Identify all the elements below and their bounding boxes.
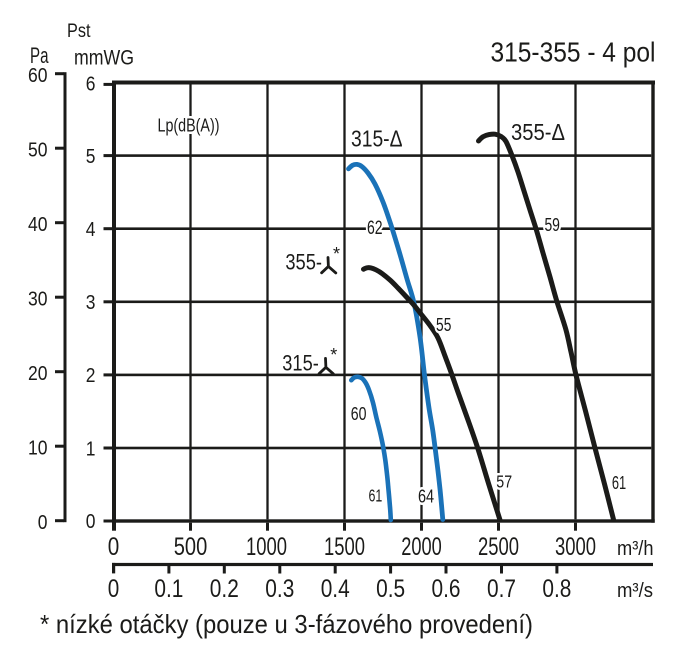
svg-text:30: 30 (28, 289, 48, 311)
svg-text:0.2: 0.2 (210, 575, 239, 603)
svg-text:0.1: 0.1 (154, 575, 183, 603)
svg-text:2000: 2000 (401, 533, 442, 561)
svg-text:Pa: Pa (30, 43, 49, 68)
svg-text:* nízké otáčky (pouze u 3-fázo: * nízké otáčky (pouze u 3-fázového prove… (40, 609, 533, 639)
svg-text:50: 50 (28, 140, 48, 162)
svg-text:2500: 2500 (478, 533, 519, 561)
svg-text:64: 64 (418, 486, 434, 507)
svg-text:60: 60 (351, 404, 367, 424)
svg-text:0: 0 (86, 511, 96, 533)
svg-text:315-Δ: 315-Δ (351, 126, 403, 152)
svg-text:*: * (333, 244, 340, 264)
svg-text:0: 0 (108, 533, 120, 561)
svg-text:Pst: Pst (67, 21, 91, 42)
svg-text:0.5: 0.5 (376, 575, 405, 603)
svg-text:59: 59 (544, 215, 560, 235)
svg-text:3000: 3000 (555, 533, 596, 561)
svg-text:*: * (330, 345, 337, 365)
svg-text:0: 0 (108, 575, 120, 603)
svg-text:m³/h: m³/h (617, 538, 654, 560)
svg-text:3: 3 (86, 292, 96, 314)
svg-text:m³/s: m³/s (617, 580, 653, 602)
svg-text:60: 60 (28, 65, 48, 87)
svg-text:315-355 - 4 pol: 315-355 - 4 pol (491, 37, 656, 68)
svg-text:0: 0 (38, 512, 48, 534)
svg-text:1: 1 (86, 438, 96, 460)
svg-text:0.3: 0.3 (265, 575, 294, 603)
svg-text:55: 55 (436, 315, 451, 335)
svg-text:57: 57 (496, 472, 512, 492)
svg-text:5: 5 (86, 146, 96, 168)
svg-text:0.8: 0.8 (542, 575, 571, 603)
svg-text:355-: 355- (285, 250, 322, 275)
svg-text:1500: 1500 (324, 533, 365, 561)
svg-text:20: 20 (28, 363, 48, 385)
svg-text:0.4: 0.4 (321, 575, 350, 603)
svg-text:61: 61 (612, 472, 626, 493)
svg-text:0.6: 0.6 (432, 575, 461, 603)
svg-text:355-Δ: 355-Δ (511, 119, 565, 145)
svg-text:2: 2 (86, 365, 96, 387)
svg-text:315-: 315- (282, 351, 319, 376)
svg-text:61: 61 (369, 485, 383, 505)
svg-text:10: 10 (28, 438, 48, 460)
svg-text:4: 4 (86, 219, 96, 241)
svg-text:0.7: 0.7 (487, 575, 516, 603)
svg-text:40: 40 (28, 214, 48, 236)
svg-text:62: 62 (367, 218, 383, 239)
svg-text:mmWG: mmWG (74, 47, 134, 70)
svg-text:Lp(dB(A)): Lp(dB(A)) (158, 116, 220, 136)
svg-text:6: 6 (86, 74, 96, 96)
svg-text:500: 500 (174, 533, 208, 561)
svg-text:1000: 1000 (246, 533, 287, 561)
